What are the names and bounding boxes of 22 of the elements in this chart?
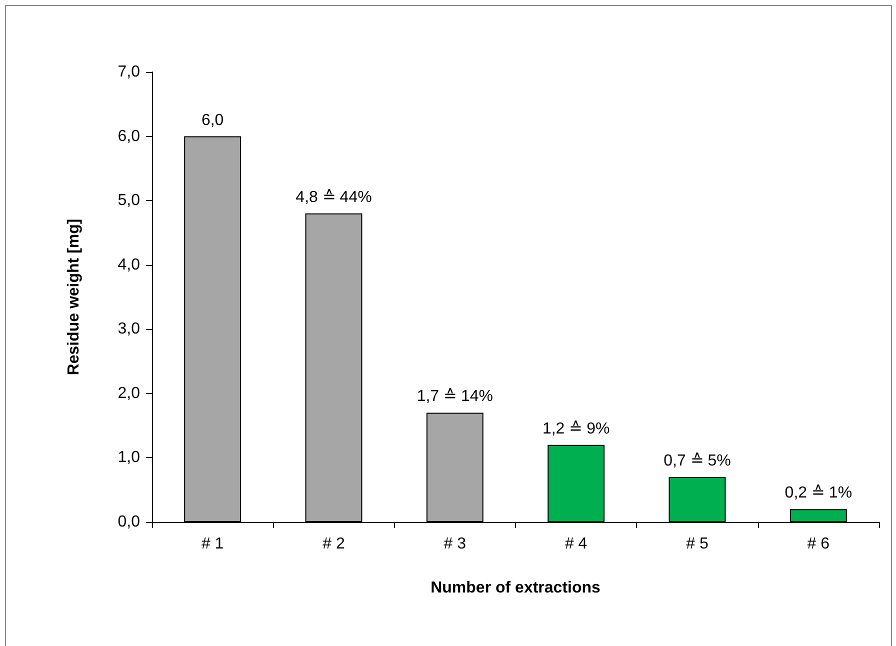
data-label: 0,7 ≙ 5% — [664, 452, 731, 470]
data-label: 6,0 — [201, 112, 224, 129]
y-tick-label: 1,0 — [118, 449, 140, 466]
x-tick-label: # 5 — [686, 536, 708, 552]
y-tick-label: 2,0 — [118, 384, 140, 402]
x-tick-label: # 2 — [322, 536, 345, 552]
x-tick-label: # 6 — [807, 536, 830, 552]
y-tick-label: 6,0 — [118, 128, 140, 145]
x-tick-label: # 4 — [564, 536, 588, 552]
y-tick-label: 7,0 — [118, 64, 140, 80]
y-tick-label: 4,0 — [118, 256, 140, 274]
data-label: 1,7 ≙ 14% — [416, 388, 493, 406]
x-tick-label: # 1 — [201, 536, 224, 552]
data-label: 4,8 ≙ 44% — [296, 188, 372, 206]
y-tick-label: 0,0 — [118, 514, 140, 530]
x-axis-title: Number of extractions — [430, 580, 601, 596]
data-label: 1,2 ≙ 9% — [542, 420, 610, 438]
data-label: 0,2 ≙ 1% — [784, 484, 852, 502]
y-axis-title: Residue weight [mg] — [66, 218, 82, 376]
x-tick-label: # 3 — [444, 536, 466, 552]
y-tick-label: 5,0 — [118, 192, 140, 210]
y-tick-label: 3,0 — [118, 320, 140, 338]
